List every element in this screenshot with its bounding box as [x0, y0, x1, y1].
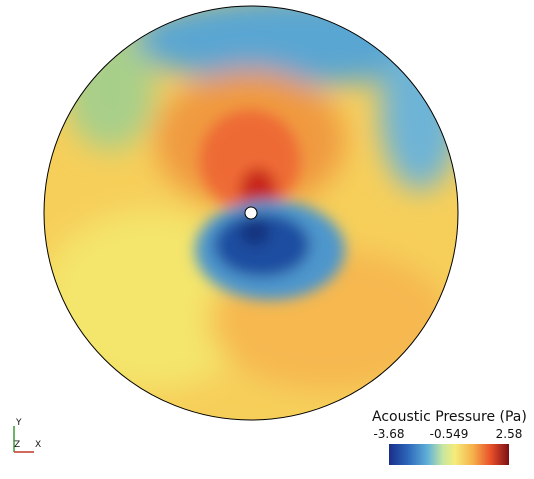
- x-axis-label: X: [35, 440, 41, 450]
- colorbar: [389, 444, 509, 465]
- colorbar-tick-label: 2.58: [496, 427, 523, 441]
- y-axis-label: Y: [15, 418, 22, 428]
- colorbar-tick-label: -3.68: [373, 427, 404, 441]
- colorbar-title: Acoustic Pressure (Pa): [372, 409, 527, 425]
- axes-triad: Y Z X: [13, 418, 41, 453]
- z-axis-label: Z: [14, 440, 20, 450]
- source: [244, 206, 258, 220]
- domain-boundary: [43, 5, 459, 421]
- colorbar-tick-label: -0.549: [430, 427, 469, 441]
